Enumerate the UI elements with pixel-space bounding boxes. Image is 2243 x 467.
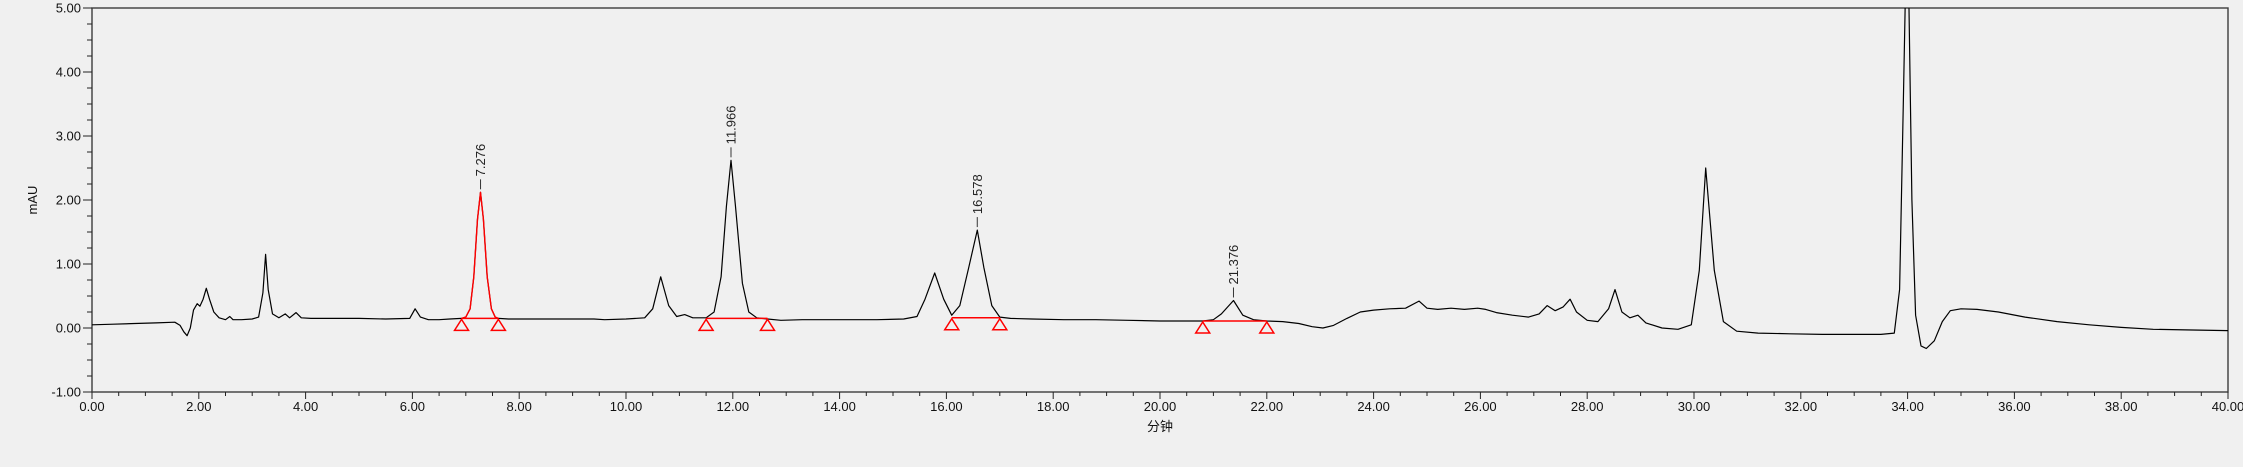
x-tick-label: 38.00 [2105, 399, 2138, 414]
x-tick-label: 6.00 [400, 399, 425, 414]
x-tick-label: 30.00 [1678, 399, 1711, 414]
peak-labels-layer: 7.276 11.966 16.578 21.376 [473, 106, 1241, 298]
x-tick-label: 8.00 [507, 399, 532, 414]
y-tick-label: 2.00 [56, 193, 81, 208]
integration-marker-triangle [943, 317, 961, 331]
x-tick-label: 22.00 [1251, 399, 1284, 414]
integration-marker-triangle [453, 318, 470, 332]
integration-marker-triangle [1258, 320, 1276, 334]
x-tick-label: 0.00 [79, 399, 104, 414]
integration-marks-layer [453, 317, 1276, 334]
y-axis-title: mAU [25, 186, 40, 215]
x-tick-label: 14.00 [823, 399, 856, 414]
x-axis-title: 分钟 [1147, 419, 1173, 434]
integration-marker-triangle [991, 317, 1009, 331]
x-tick-label: 24.00 [1357, 399, 1390, 414]
x-tick-label: 10.00 [610, 399, 643, 414]
x-tick-label: 34.00 [1891, 399, 1924, 414]
x-tick-label: 20.00 [1144, 399, 1177, 414]
x-tick-label: 16.00 [930, 399, 963, 414]
integration-marker-triangle [1194, 320, 1212, 334]
trace-layer [92, 8, 2228, 350]
peak-label: 7.276 [473, 144, 488, 177]
x-tick-label: 36.00 [1998, 399, 2031, 414]
x-tick-label: 18.00 [1037, 399, 1070, 414]
x-tick-label: 2.00 [186, 399, 211, 414]
x-tick-label: 40.00 [2212, 399, 2243, 414]
peak-label: 21.376 [1226, 245, 1241, 285]
integration-marker-triangle [697, 318, 715, 332]
plot-area-border [91, 7, 2229, 393]
trace-path [92, 8, 2228, 350]
y-tick-label: 4.00 [56, 65, 81, 80]
y-tick-label: 1.00 [56, 257, 81, 272]
x-tick-label: 4.00 [293, 399, 318, 414]
x-tick-label: 12.00 [717, 399, 750, 414]
axis-ticks: 0.00 2.00 4.00 6.00 8.00 10.00 12.00 14.00 16.00… [51, 1, 2243, 415]
integration-marker-triangle [759, 318, 776, 332]
x-tick-label: 32.00 [1785, 399, 1818, 414]
y-tick-label: 3.00 [56, 129, 81, 144]
integration-marker-triangle [490, 318, 507, 332]
x-tick-label: 28.00 [1571, 399, 1604, 414]
red-peak-path [461, 191, 499, 320]
y-tick-label: -1.00 [51, 385, 81, 400]
y-tick-label: 0.00 [56, 321, 81, 336]
peak-label: 11.966 [723, 106, 738, 145]
y-tick-label: 5.00 [56, 1, 81, 16]
x-tick-label: 26.00 [1464, 399, 1497, 414]
peak-label: 16.578 [970, 174, 985, 214]
